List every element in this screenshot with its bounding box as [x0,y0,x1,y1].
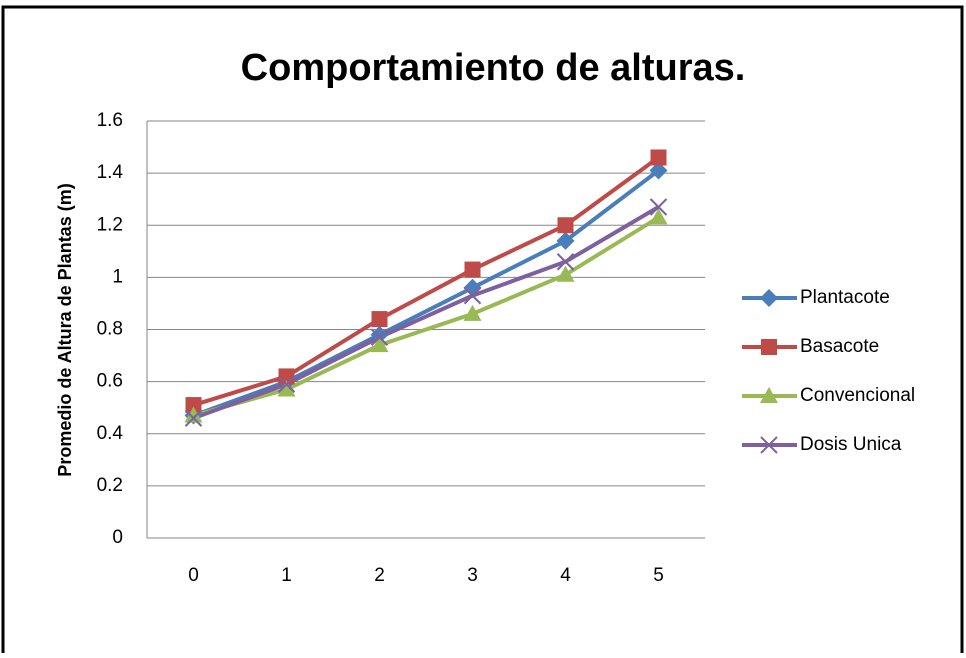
y-tick-label: 1.4 [97,162,124,183]
point-marker [649,161,668,180]
y-tick-label: 0.6 [97,371,123,392]
series-line [192,155,660,407]
y-tick-label: 0.8 [97,319,123,340]
point-marker [556,265,575,282]
point-marker [184,409,203,427]
legend-marker [761,339,777,355]
legend-marker [760,387,778,403]
point-marker [370,328,389,347]
y-axis-label: Promedio de Altura de Plantas (m) [55,183,75,476]
y-tick-label: 0.4 [97,423,124,444]
x-tick-label: 3 [467,565,478,586]
point-marker [463,286,482,305]
point-marker [649,208,668,225]
legend-label: Basacote [800,336,879,357]
point-marker [370,325,389,344]
legend-marker [760,436,778,454]
y-tick-label: 1.6 [97,110,123,131]
point-marker [556,253,575,271]
x-tick-label: 2 [374,565,385,586]
x-tick-label: 4 [560,565,571,586]
series-line [192,168,660,418]
point-marker [184,406,203,423]
point-marker [370,336,389,353]
y-tick-label: 1 [112,266,123,287]
legend-marker [760,289,778,307]
legend-label: Plantacote [800,287,890,308]
series-line [192,205,660,420]
x-tick-label: 0 [188,565,199,586]
x-tick-label: 1 [281,565,292,586]
point-marker [649,198,668,216]
y-tick-label: 0 [112,527,123,548]
legend-label: Dosis Unica [800,434,902,455]
point-marker [464,261,481,278]
point-marker [371,311,388,328]
y-tick-label: 0.2 [97,475,123,496]
point-marker [557,217,574,234]
x-tick-label: 5 [653,565,664,586]
chart-title: Comportamiento de alturas. [241,47,746,89]
point-marker [185,397,202,414]
frame [1,5,964,658]
y-tick-label: 1.2 [97,214,123,235]
point-marker [556,231,575,250]
point-marker [650,149,667,166]
series-line [192,215,660,418]
legend-label: Convencional [800,385,915,406]
point-marker [277,375,296,393]
point-marker [463,304,482,321]
point-marker [277,380,296,397]
